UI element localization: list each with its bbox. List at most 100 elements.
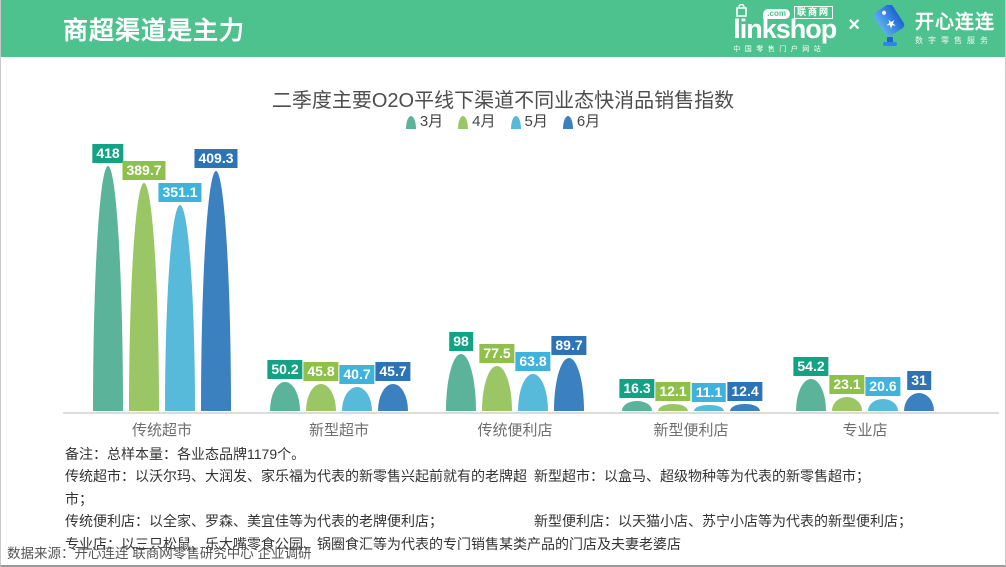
bar-value-label: 12.1 (655, 381, 691, 401)
bar-value-label: 45.7 (375, 362, 411, 382)
bar-cell: 409.3 (194, 149, 238, 411)
chart-legend: 3月 4月 5月 6月 (1, 112, 1005, 129)
legend-item-5月[interactable]: 5月 (510, 113, 548, 130)
linkshop-wordmark: linkshop (733, 14, 837, 44)
legend-label: 5月 (524, 113, 548, 130)
header-logos: .com 联商网 linkshop 中国零售门户网站 × (733, 0, 995, 57)
kaixin-logo[interactable]: ★ 开心连连 数字零售服务 (872, 4, 995, 52)
legend-marker-icon (458, 116, 469, 129)
bar-6月-传统便利店 (554, 358, 584, 411)
legend-marker-icon (405, 116, 416, 129)
kaixin-wordmark: 开心连连 (914, 11, 995, 33)
legend-label: 6月 (576, 113, 601, 130)
bar-value-label: 23.1 (829, 375, 865, 395)
bar-cell: 11.1 (691, 382, 727, 411)
bar-cell: 77.5 (479, 343, 515, 411)
bar-3月-传统便利店 (446, 353, 476, 411)
x-axis-line (63, 412, 999, 414)
kaixin-tagline: 数字零售服务 (914, 35, 993, 45)
bar-cell: 54.2 (793, 357, 829, 411)
note-specialty-store: 专业店：以三只松鼠、乐大嘴零食公园、锅圈食汇等为代表的专门销售某类产品的门店及夫… (65, 535, 681, 552)
legend-item-4月[interactable]: 4月 (458, 114, 496, 129)
bar-value-label: 50.2 (267, 359, 303, 379)
bar-cell: 351.1 (158, 183, 202, 411)
bar-cell: 12.4 (727, 381, 763, 411)
bar-cell: 31 (904, 370, 934, 411)
category-label-专业店: 专业店 (842, 422, 888, 439)
bar-4月-传统超市 (129, 182, 159, 411)
linkshop-logo[interactable]: .com 联商网 linkshop 中国零售门户网站 (733, 3, 837, 53)
bar-6月-新型便利店 (730, 403, 760, 411)
bar-5月-新型超市 (342, 387, 372, 411)
bar-value-label: 54.2 (793, 357, 829, 377)
bar-cell: 12.1 (655, 381, 691, 411)
bar-3月-专业店 (796, 379, 826, 411)
bar-value-label: 20.6 (865, 376, 901, 396)
footnotes: 备注：总样本量：各业态品牌1179个。 传统超市：以沃尔玛、大润发、家乐福为代表… (65, 443, 977, 555)
logo-separator: × (848, 14, 860, 36)
note-sample-size: 备注：总样本量：各业态品牌1179个。 (65, 446, 306, 462)
bar-4月-传统便利店 (482, 365, 512, 411)
category-label-新型超市: 新型超市 (308, 422, 370, 439)
bar-cell: 98 (446, 331, 476, 411)
category-label-传统超市: 传统超市 (131, 422, 193, 439)
chart-title: 二季度主要O2O平线下渠道不同业态快消品销售指数 (271, 90, 735, 112)
bar-value-label: 45.8 (303, 362, 339, 382)
bar-6月-专业店 (904, 392, 934, 411)
bar-value-label: 89.7 (551, 336, 587, 356)
bar-cell: 89.7 (551, 336, 587, 411)
bar-6月-新型超市 (378, 384, 408, 411)
bar-cell: 23.1 (829, 375, 865, 411)
bar-cell: 389.7 (122, 160, 166, 411)
bar-4月-新型便利店 (658, 403, 688, 411)
bar-value-label: 12.4 (727, 381, 763, 401)
bar-cell: 50.2 (267, 359, 303, 411)
bar-3月-传统超市 (93, 166, 123, 411)
category-label-新型便利店: 新型便利店 (653, 422, 729, 439)
bar-value-label: 77.5 (479, 343, 515, 363)
bar-5月-传统便利店 (518, 373, 548, 411)
bar-group-传统超市: 418 389.7 351.1 409.3 (92, 144, 238, 411)
legend-marker-icon (562, 116, 573, 129)
bar-group-传统便利店: 98 77.5 63.8 89.7 (446, 331, 587, 411)
bar-5月-传统超市 (165, 205, 195, 411)
bar-5月-新型便利店 (694, 404, 724, 411)
note-traditional-cvs: 传统便利店：以全家、罗森、美宜佳等为代表的老牌便利店； (65, 513, 443, 530)
bar-value-label: 98 (449, 331, 473, 351)
note-traditional-supermarket: 传统超市：以沃尔玛、大润发、家乐福为代表的新零售兴起前就有的老牌超市； (65, 468, 527, 507)
bar-value-label: 31 (907, 370, 931, 390)
bar-value-label: 40.7 (339, 365, 375, 385)
bar-4月-专业店 (832, 397, 862, 411)
bar-cell: 20.6 (865, 376, 901, 411)
note-new-cvs: 新型便利店：以天猫小店、苏宁小店等为代表的新型便利店； (534, 513, 912, 530)
bar-3月-新型超市 (270, 381, 300, 411)
bar-cell: 45.7 (375, 362, 411, 411)
legend-item-3月[interactable]: 3月 (405, 113, 444, 130)
bar-6月-传统超市 (201, 171, 231, 411)
bar-cell: 40.7 (339, 365, 375, 411)
bar-cell: 418 (92, 144, 124, 411)
page-title: 商超渠道是主力 (63, 16, 246, 45)
bar-group-专业店: 54.2 23.1 20.6 31 (793, 357, 934, 411)
bar-value-label: 11.1 (691, 382, 727, 402)
bar-cell: 45.8 (303, 362, 339, 411)
bar-3月-新型便利店 (622, 401, 652, 411)
category-label-传统便利店: 传统便利店 (477, 422, 553, 439)
legend-marker-icon (510, 116, 521, 129)
bar-value-label: 63.8 (515, 351, 551, 371)
legend-label: 3月 (419, 113, 444, 130)
shopping-bag-icon (735, 3, 748, 21)
bar-cell: 16.3 (619, 379, 655, 411)
bar-cell: 63.8 (515, 351, 551, 411)
bar-value-label: 409.3 (194, 149, 238, 169)
note-new-supermarket: 新型超市：以盒马、超级物种等为代表的新零售超市； (534, 468, 870, 485)
bar-5月-专业店 (868, 398, 898, 411)
linkshop-tagline: 中国零售门户网站 (733, 46, 826, 53)
bar-4月-新型超市 (306, 384, 336, 411)
bar-value-label: 389.7 (122, 160, 166, 180)
legend-item-6月[interactable]: 6月 (562, 113, 601, 130)
bar-group-新型超市: 50.2 45.8 40.7 45.7 (267, 359, 411, 411)
price-tag-icon: ★ (872, 4, 908, 52)
